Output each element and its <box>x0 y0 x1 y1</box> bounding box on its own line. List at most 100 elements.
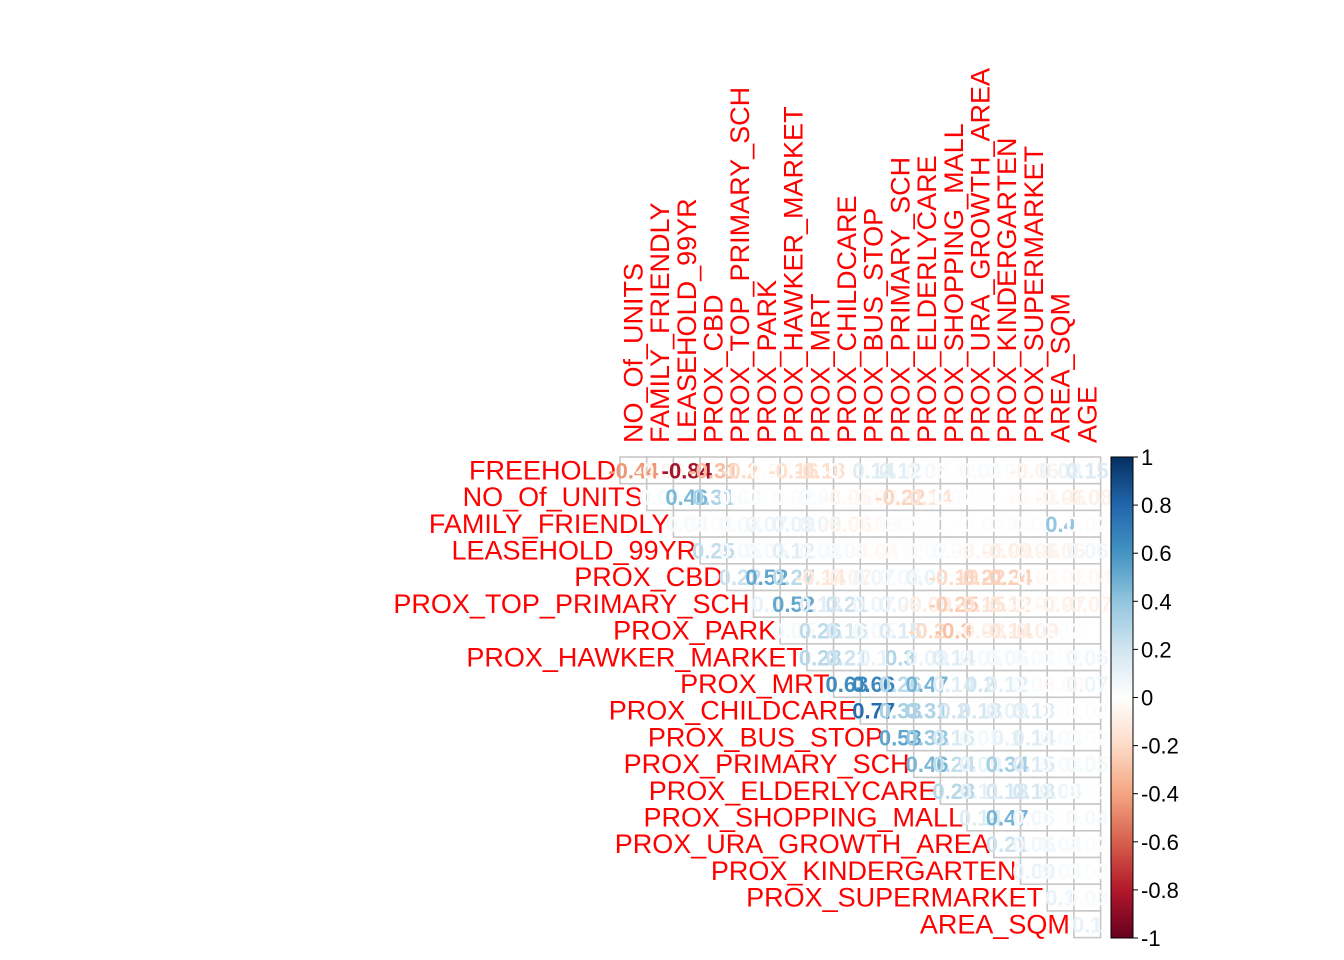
coefficient-label: 0.18 <box>986 779 1029 804</box>
column-label: PROX_CBD <box>698 294 728 443</box>
coefficient-label: -0.01 <box>982 512 1032 537</box>
coefficient-label: -0.14 <box>902 485 953 510</box>
coefficient-label: 0.1 <box>1072 912 1103 937</box>
coefficient-label: 0.04 <box>1066 805 1110 830</box>
coefficient-label: 0.15 <box>879 619 922 644</box>
row-label: FREEHOLD <box>469 455 616 485</box>
legend-tick-label: 0.6 <box>1141 541 1172 566</box>
coefficient-label: -0.24 <box>982 565 1033 590</box>
matrix-cell <box>912 509 942 538</box>
coefficient-label: 0.77 <box>852 699 895 724</box>
matrix-cell <box>832 669 862 699</box>
matrix-cell <box>966 669 995 699</box>
matrix-cell <box>1073 696 1102 725</box>
row-label: PROX_HAWKER_MARKET <box>466 642 803 672</box>
matrix-cell <box>1046 696 1075 725</box>
coefficient-label: -0.06 <box>1009 538 1059 563</box>
column-label: PROX_PRIMARY_SCH <box>885 157 915 443</box>
coefficient-label: 0.2 <box>965 672 996 697</box>
coefficient-label: 0.03 <box>1039 752 1082 777</box>
coefficient-label: -0.09 <box>1009 619 1059 644</box>
matrix-cell <box>886 509 915 538</box>
coefficient-label: 0.07 <box>745 512 788 537</box>
coefficient-label: 0.38 <box>906 725 949 750</box>
coefficient-label: 0.01 <box>906 512 949 537</box>
coefficient-label: -0.19 <box>929 565 979 590</box>
coefficient-label: 0.08 <box>1039 779 1082 804</box>
coefficient-label: -0.22 <box>955 565 1005 590</box>
coefficient-label: 0.18 <box>959 699 1002 724</box>
matrix-cell <box>1046 749 1075 779</box>
coefficient-label: -0.16 <box>768 458 818 483</box>
row-label: PROX_MRT <box>680 669 830 699</box>
matrix-cell <box>672 509 701 538</box>
coefficient-label: 0.15 <box>1012 752 1055 777</box>
coefficient-label: 0.02 <box>1012 512 1055 537</box>
coefficient-label: 0 <box>1081 619 1093 644</box>
matrix-cell <box>859 589 888 619</box>
matrix-cell <box>1046 482 1075 512</box>
legend-tick-label: 0.8 <box>1141 493 1172 518</box>
matrix-cell <box>832 643 862 672</box>
coefficient-label: 0.28 <box>799 645 842 670</box>
coefficient-label: 0.21 <box>826 592 869 617</box>
coefficient-label: -0.02 <box>1035 565 1085 590</box>
coefficient-label: 0.31 <box>692 485 735 510</box>
matrix-cell <box>886 536 915 565</box>
coefficient-label: 0.08 <box>799 512 842 537</box>
coefficient-label: 0.02 <box>986 458 1029 483</box>
coefficient-label: -0.22 <box>875 485 925 510</box>
coefficient-label: 0.53 <box>879 725 922 750</box>
coefficient-label: 0.02 <box>1066 859 1109 884</box>
matrix-cell <box>1073 456 1102 485</box>
column-label: PROX_TOP_PRIMARY_SCH <box>725 87 755 443</box>
coefficient-label: -0.06 <box>822 512 872 537</box>
coefficient-label: -0.12 <box>982 592 1032 617</box>
coefficient-label: -0.08 <box>1062 485 1112 510</box>
matrix-cell <box>1019 509 1049 538</box>
coefficient-label: 0.05 <box>959 725 1002 750</box>
matrix-cell <box>966 616 995 645</box>
coefficient-label: -0.03 <box>742 458 792 483</box>
coefficient-label: 0.06 <box>1012 832 1055 857</box>
coefficient-label: 0.06 <box>1012 805 1055 830</box>
column-label: AGE <box>1072 386 1102 443</box>
matrix-cell <box>725 456 755 485</box>
coefficient-label: -0.03 <box>1009 565 1059 590</box>
matrix-cell <box>1073 509 1102 538</box>
row-label: PROX_KINDERGARTEN <box>711 856 1017 886</box>
coefficient-label: 0.05 <box>879 565 922 590</box>
coefficient-label: 0.09 <box>959 752 1002 777</box>
column-label: AREA_SQM <box>1046 293 1076 443</box>
coefficient-label: 0.01 <box>745 485 788 510</box>
matrix-cell <box>859 456 888 485</box>
matrix-cell <box>1019 696 1049 725</box>
coefficient-label: 0.02 <box>1066 699 1109 724</box>
matrix-cell <box>806 456 835 485</box>
legend-tick-label: 1 <box>1141 445 1153 470</box>
coefficient-label: 0.07 <box>852 565 895 590</box>
matrix-cell <box>1046 562 1075 592</box>
coefficient-label: 0.1 <box>992 725 1023 750</box>
coefficient-label: -0.31 <box>688 458 738 483</box>
coefficient-label: -0.05 <box>955 538 1005 563</box>
coefficient-label: 0.09 <box>906 565 949 590</box>
coefficient-label: -0.02 <box>875 538 925 563</box>
coefficient-label: 0.14 <box>959 805 1003 830</box>
matrix-cell <box>779 482 808 512</box>
matrix-cell <box>1073 803 1102 832</box>
coefficient-label: 0.02 <box>772 485 815 510</box>
row-label: LEASEHOLD_99YR <box>451 535 696 565</box>
coefficient-label: 0.04 <box>639 485 683 510</box>
column-label: PROX_KINDERGARTEN <box>992 137 1022 443</box>
coefficient-label: 0.15 <box>1066 458 1109 483</box>
matrix-cell <box>939 562 968 592</box>
coefficient-label: 0.09 <box>1012 859 1055 884</box>
coefficient-label: -0.07 <box>1062 592 1112 617</box>
coefficient-label: -0.04 <box>849 538 900 563</box>
matrix-cell <box>966 723 995 752</box>
coefficient-label: 0.21 <box>826 645 869 670</box>
coefficient-label: 0.12 <box>986 672 1029 697</box>
coefficient-label: 0.01 <box>959 485 1002 510</box>
color-scale-ticks: 1 0.8 0.6 0.4 0.2 0 -0.2 -0.4 -0.6 -0.8 -1 <box>1133 445 1179 951</box>
